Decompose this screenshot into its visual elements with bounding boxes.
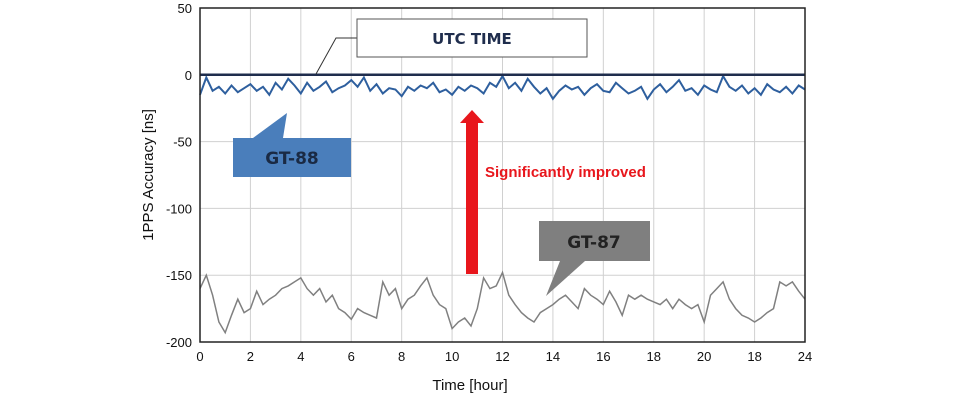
utc-time-label: UTC TIME (432, 30, 512, 48)
gt-87-label: GT-87 (567, 233, 620, 253)
x-tick-label: 12 (495, 349, 509, 364)
x-tick-label: 24 (798, 349, 812, 364)
gt-88-callout-pointer (253, 113, 287, 138)
x-tick-label: 14 (546, 349, 560, 364)
x-tick-label: 8 (398, 349, 405, 364)
gt-88-callout (233, 138, 351, 177)
gt-87-callout (539, 221, 650, 261)
utc-time-box (356, 18, 588, 58)
x-tick-label: 6 (348, 349, 355, 364)
x-tick-label: 18 (647, 349, 661, 364)
utc-leader-line (315, 37, 357, 75)
gt-87-callout-pointer (546, 261, 585, 296)
series-gt-87-line (199, 270, 806, 335)
y-tick-label: -100 (166, 201, 192, 216)
x-tick-label: 0 (196, 349, 203, 364)
y-tick-label: 50 (178, 1, 192, 16)
y-tick-label: 0 (185, 68, 192, 83)
gt-88-label: GT-88 (265, 149, 318, 169)
x-tick-labels: 0 2 4 6 8 10 12 14 16 18 20 18 24 (196, 349, 812, 364)
x-tick-label: 18 (747, 349, 761, 364)
improvement-arrow-shaft (466, 122, 478, 274)
plot-frame (199, 7, 806, 343)
x-tick-label: 16 (596, 349, 610, 364)
x-tick-label: 20 (697, 349, 711, 364)
x-axis-title: Time [hour] (432, 377, 507, 394)
y-tick-labels: 50 0 -50 -100 -150 -200 (166, 1, 192, 350)
x-tick-label: 10 (445, 349, 459, 364)
y-tick-label: -150 (166, 268, 192, 283)
y-tick-label: -200 (166, 335, 192, 350)
x-tick-label: 4 (297, 349, 304, 364)
y-tick-label: -50 (173, 135, 192, 150)
y-axis-title: 1PPS Accuracy [ns] (140, 109, 157, 241)
significantly-improved-label: Significantly improved (485, 164, 646, 181)
x-tick-label: 2 (247, 349, 254, 364)
plot-border (199, 7, 806, 343)
series-gt-88-line (199, 73, 806, 101)
improvement-arrow-head (460, 110, 484, 123)
